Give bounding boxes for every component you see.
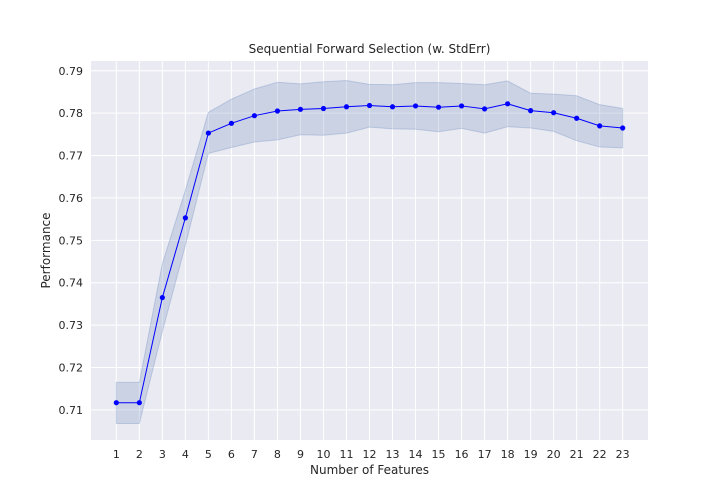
data-point xyxy=(274,108,281,114)
x-tick-label: 21 xyxy=(570,448,584,461)
x-tick-label: 10 xyxy=(316,448,330,461)
x-tick-label: 7 xyxy=(251,448,258,461)
x-tick-label: 6 xyxy=(228,448,235,461)
x-tick-label: 8 xyxy=(274,448,281,461)
x-tick-label: 19 xyxy=(524,448,538,461)
data-point xyxy=(504,101,511,107)
data-point xyxy=(528,108,534,114)
y-tick-label: 0.78 xyxy=(59,107,84,120)
data-point xyxy=(205,130,211,136)
x-tick-label: 18 xyxy=(501,448,515,461)
data-point xyxy=(251,113,258,119)
y-tick-label: 0.71 xyxy=(59,404,84,417)
data-point xyxy=(343,104,350,110)
x-tick-label: 5 xyxy=(205,448,212,461)
y-tick-label: 0.79 xyxy=(59,65,84,78)
data-point xyxy=(620,125,626,131)
x-tick-label: 2 xyxy=(136,448,143,461)
y-tick-label: 0.76 xyxy=(59,192,84,205)
y-axis-title: Performance xyxy=(39,212,53,288)
data-point xyxy=(159,294,165,301)
data-point xyxy=(366,102,373,109)
stderr-band-area xyxy=(115,79,624,424)
data-point xyxy=(228,120,235,126)
y-tick-label: 0.72 xyxy=(59,362,84,375)
data-point xyxy=(136,400,142,406)
x-axis-title: Number of Features xyxy=(310,463,429,477)
data-point xyxy=(412,103,419,109)
data-point xyxy=(182,215,188,221)
x-tick-label: 14 xyxy=(409,448,423,461)
x-tick-label: 15 xyxy=(432,448,446,461)
stderr-band xyxy=(115,79,624,424)
x-tick-label: 16 xyxy=(455,448,469,461)
data-point xyxy=(551,110,557,116)
data-point xyxy=(597,123,603,129)
y-tick-labels: 0.71 0.72 0.73 0.74 0.75 0.76 0.77 0.78 0.79 xyxy=(59,65,84,417)
x-tick-label: 13 xyxy=(386,448,400,461)
y-tick-label: 0.77 xyxy=(59,150,84,163)
data-point xyxy=(113,400,119,406)
performance-points xyxy=(113,101,626,406)
data-point xyxy=(297,106,304,112)
x-tick-label: 22 xyxy=(593,448,607,461)
x-tick-label: 20 xyxy=(547,448,561,461)
x-tick-label: 11 xyxy=(339,448,353,461)
y-tick-label: 0.74 xyxy=(59,277,84,290)
x-tick-labels: 1 2 3 4 5 6 7 8 9 10 11 12 13 14 15 16 17 18 19 20 21 22 23 xyxy=(113,448,630,461)
data-point xyxy=(574,115,580,121)
chart-title: Sequential Forward Selection (w. StdErr) xyxy=(249,42,491,56)
data-point xyxy=(389,104,396,110)
data-point xyxy=(320,105,327,112)
x-tick-label: 1 xyxy=(113,448,120,461)
x-tick-label: 12 xyxy=(363,448,377,461)
y-tick-label: 0.73 xyxy=(59,319,84,332)
data-point xyxy=(481,106,488,112)
x-tick-label: 23 xyxy=(616,448,630,461)
data-point xyxy=(435,104,442,110)
x-tick-label: 4 xyxy=(182,448,189,461)
x-tick-label: 9 xyxy=(297,448,304,461)
y-tick-label: 0.75 xyxy=(59,234,84,247)
x-tick-label: 17 xyxy=(478,448,492,461)
data-point xyxy=(458,103,465,109)
x-tick-label: 3 xyxy=(159,448,166,461)
